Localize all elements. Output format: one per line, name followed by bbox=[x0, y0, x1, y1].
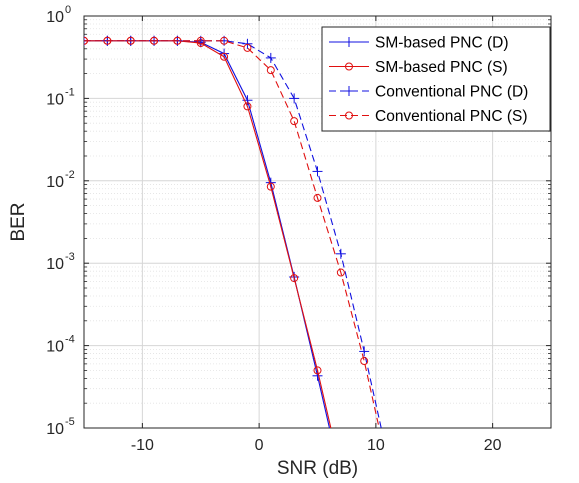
legend-label: Conventional PNC (D) bbox=[375, 84, 528, 101]
data-point bbox=[290, 274, 299, 283]
data-point bbox=[360, 357, 369, 366]
legend-entry: Conventional PNC (S) bbox=[329, 108, 527, 125]
data-point bbox=[84, 36, 88, 45]
y-tick-label-exponent: -2 bbox=[65, 169, 75, 181]
y-tick-label-exponent: -3 bbox=[65, 251, 75, 263]
y-tick-label-base: 10 bbox=[46, 256, 64, 273]
y-tick-label-exponent: -5 bbox=[65, 416, 75, 428]
legend-entry: Conventional PNC (D) bbox=[329, 84, 528, 101]
data-point bbox=[242, 38, 253, 49]
data-point bbox=[243, 43, 252, 52]
legend-label: Conventional PNC (S) bbox=[375, 108, 527, 125]
x-tick-labels: -10 0 10 20 bbox=[131, 437, 502, 454]
y-tick-label: 10 0 bbox=[46, 4, 71, 26]
legend-marker bbox=[344, 86, 354, 96]
data-point bbox=[220, 52, 229, 61]
data-point bbox=[336, 268, 345, 277]
legend: SM-based PNC (D) SM-based PNC (S) Conventi… bbox=[321, 26, 551, 132]
data-point bbox=[196, 36, 205, 45]
y-tick-label: 10 -1 bbox=[46, 86, 75, 108]
data-point bbox=[313, 366, 322, 375]
y-tick-label: 10 -3 bbox=[46, 251, 75, 273]
axes-box bbox=[83, 15, 552, 429]
legend-marker bbox=[345, 62, 353, 71]
data-point bbox=[243, 102, 252, 111]
y-tick-label-exponent: -4 bbox=[65, 334, 75, 346]
series-4 bbox=[84, 36, 380, 428]
data-point bbox=[265, 52, 276, 63]
legend-entry: SM-based PNC (S) bbox=[329, 59, 508, 76]
y-tick-label-base: 10 bbox=[46, 339, 64, 356]
data-point bbox=[103, 36, 112, 45]
y-tick-label: 10 -2 bbox=[46, 169, 75, 191]
data-point bbox=[359, 346, 370, 357]
data-point bbox=[220, 36, 229, 45]
x-tick-label: 20 bbox=[484, 437, 502, 454]
y-tick-label-base: 10 bbox=[46, 174, 64, 191]
legend-label: SM-based PNC (S) bbox=[375, 59, 508, 76]
data-point bbox=[313, 193, 322, 202]
data-point bbox=[290, 117, 299, 126]
data-point bbox=[335, 248, 346, 259]
series-group bbox=[84, 35, 382, 428]
y-tick-label: 10 -5 bbox=[46, 416, 75, 438]
y-tick-label-base: 10 bbox=[46, 91, 64, 108]
y-axis-label: BER bbox=[8, 202, 29, 241]
x-axis-label: SNR (dB) bbox=[277, 458, 358, 479]
legend-label: SM-based PNC (D) bbox=[375, 35, 509, 52]
data-point bbox=[150, 36, 159, 45]
y-tick-label-exponent: -1 bbox=[65, 86, 75, 98]
data-point bbox=[266, 182, 275, 191]
y-tick-label-exponent: 0 bbox=[65, 4, 71, 16]
legend-box bbox=[321, 26, 551, 132]
y-tick-label-base: 10 bbox=[46, 9, 64, 26]
legend-marker bbox=[344, 37, 354, 47]
data-point bbox=[173, 36, 182, 45]
legend-marker bbox=[345, 111, 353, 120]
x-tick-label: 0 bbox=[255, 437, 264, 454]
data-point bbox=[266, 66, 275, 75]
x-tick-label: -10 bbox=[131, 437, 154, 454]
y-tick-label-base: 10 bbox=[46, 421, 64, 438]
data-point bbox=[312, 166, 323, 177]
data-point bbox=[289, 93, 300, 104]
legend-entry: SM-based PNC (D) bbox=[329, 35, 509, 52]
data-point bbox=[126, 36, 135, 45]
y-tick-label: 10 -4 bbox=[46, 334, 75, 356]
x-tick-label: 10 bbox=[367, 437, 385, 454]
